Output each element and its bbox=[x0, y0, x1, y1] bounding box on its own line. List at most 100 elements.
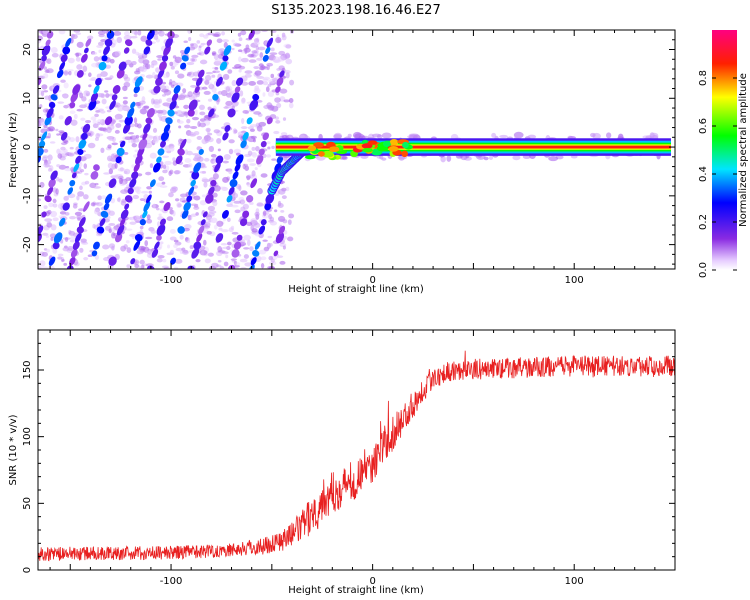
heatmap-stripe-blob bbox=[240, 140, 247, 149]
heatmap-speckle bbox=[140, 190, 149, 194]
heatmap-stripe-blob bbox=[71, 172, 77, 179]
heatmap-speckle bbox=[173, 243, 178, 249]
heatmap-speckle bbox=[41, 251, 48, 257]
heatmap-stripe-blob bbox=[124, 203, 130, 210]
heatmap-halo bbox=[512, 155, 521, 161]
heatmap-halo bbox=[381, 132, 392, 139]
heatmap-speckle bbox=[272, 77, 278, 82]
heatmap-speckle bbox=[38, 193, 42, 197]
heatmap-speckle bbox=[246, 175, 251, 179]
heatmap-speckle bbox=[289, 79, 295, 86]
heatmap-stripe-blob bbox=[115, 156, 122, 164]
heatmap-speckle bbox=[73, 113, 78, 120]
heatmap-stripe-blob bbox=[193, 162, 202, 173]
heatmap-speckle bbox=[134, 31, 138, 36]
heatmap-speckle bbox=[169, 78, 173, 85]
heatmap-stripe-blob bbox=[108, 256, 117, 266]
heatmap-speckle bbox=[213, 224, 218, 230]
heatmap-speckle bbox=[250, 135, 257, 140]
heatmap-stripe-blob bbox=[101, 55, 108, 62]
heatmap-stripe-blob bbox=[273, 250, 279, 257]
heatmap-speckle bbox=[237, 131, 245, 136]
heatmap-speckle bbox=[262, 92, 266, 97]
heatmap-speckle bbox=[100, 147, 105, 153]
heatmap-stripe-blob bbox=[104, 38, 113, 47]
heatmap-stripe-blob bbox=[246, 195, 254, 203]
heatmap-speckle bbox=[249, 128, 255, 132]
heatmap-speckle bbox=[253, 111, 262, 115]
heatmap-speckle bbox=[173, 266, 179, 269]
heatmap-speckle bbox=[159, 200, 165, 204]
heatmap-speckle bbox=[84, 103, 88, 108]
heatmap-speckle bbox=[162, 164, 167, 169]
heatmap-speckle bbox=[243, 234, 251, 241]
heatmap-speckle bbox=[201, 177, 208, 182]
heatmap-stripe-blob bbox=[143, 123, 151, 134]
heatmap-speckle bbox=[198, 104, 205, 111]
heatmap-speckle bbox=[114, 50, 121, 57]
heatmap-speckle bbox=[282, 117, 287, 121]
heatmap-speckle bbox=[247, 150, 253, 156]
heatmap-speckle bbox=[231, 47, 235, 51]
heatmap-stripe-blob bbox=[124, 39, 133, 47]
heatmap-stripe-blob bbox=[163, 124, 171, 134]
heatmap-speckle bbox=[157, 254, 165, 259]
heatmap-speckle bbox=[174, 258, 183, 264]
heatmap-speckle bbox=[269, 221, 278, 226]
heatmap-speckle bbox=[257, 46, 266, 51]
snr-xtick-1: 0 bbox=[369, 576, 375, 587]
heatmap-halo bbox=[381, 157, 387, 161]
heatmap-stripe-blob bbox=[215, 76, 223, 87]
heatmap-speckle bbox=[58, 150, 67, 155]
heatmap-stripe-blob bbox=[222, 132, 229, 141]
heatmap-speckle bbox=[130, 35, 138, 39]
heatmap-speckle bbox=[277, 202, 284, 209]
heatmap-speckle bbox=[145, 236, 153, 240]
heatmap-speckle bbox=[172, 210, 176, 217]
heatmap-stripe-blob bbox=[106, 30, 115, 39]
heatmap-stripe-blob bbox=[262, 132, 270, 141]
heatmap-stripe-blob bbox=[65, 38, 72, 48]
heatmap-stripe-blob bbox=[233, 241, 242, 250]
heatmap-speckle bbox=[212, 200, 218, 207]
heatmap-speckle bbox=[127, 132, 134, 135]
heatmap-stripe-blob bbox=[145, 194, 152, 204]
heatmap-stripe-blob bbox=[194, 86, 200, 93]
heatmap-speckle bbox=[288, 102, 294, 109]
heatmap-speckle bbox=[68, 70, 72, 76]
heatmap-speckle bbox=[82, 65, 88, 72]
heatmap-stripe-blob bbox=[59, 61, 66, 71]
heatmap-speckle bbox=[196, 40, 201, 44]
heatmap-speckle bbox=[201, 194, 207, 198]
heatmap-stripe-blob bbox=[83, 201, 90, 212]
heatmap-halo bbox=[347, 133, 352, 138]
heatmap-speckle bbox=[89, 78, 96, 82]
heatmap-stripe-blob bbox=[129, 178, 137, 188]
heatmap-stripe-blob bbox=[70, 92, 79, 103]
heatmap-stripe-blob bbox=[142, 210, 148, 219]
heatmap-speckle bbox=[212, 70, 216, 74]
heatmap-speckle bbox=[43, 66, 47, 70]
heatmap-speckle bbox=[240, 266, 247, 269]
heatmap-stripe-blob bbox=[205, 193, 214, 204]
heatmap-speckle bbox=[92, 186, 101, 189]
heatmap-stripe-blob bbox=[156, 234, 162, 241]
heatmap-speckle bbox=[170, 84, 175, 88]
heatmap-speckle bbox=[119, 120, 123, 123]
heatmap-speckle bbox=[155, 67, 161, 73]
heatmap-stripe-blob bbox=[75, 155, 82, 164]
heatmap-speckle bbox=[158, 176, 165, 182]
heatmap-speckle bbox=[139, 225, 144, 230]
heatmap-stripe-blob bbox=[177, 148, 185, 156]
heatmap-speckle bbox=[110, 153, 115, 159]
heatmap-speckle bbox=[158, 98, 163, 104]
heatmap-speckle bbox=[251, 170, 256, 177]
heatmap-speckle bbox=[270, 258, 275, 264]
heatmap-speckle bbox=[175, 198, 180, 202]
heatmap-stripe-blob bbox=[266, 117, 273, 125]
heatmap-speckle bbox=[152, 127, 158, 133]
heatmap-speckle bbox=[140, 35, 148, 42]
heatmap-speckle bbox=[207, 252, 214, 257]
heatmap-speckle bbox=[177, 94, 186, 101]
heatmap-stripe-blob bbox=[154, 241, 160, 250]
